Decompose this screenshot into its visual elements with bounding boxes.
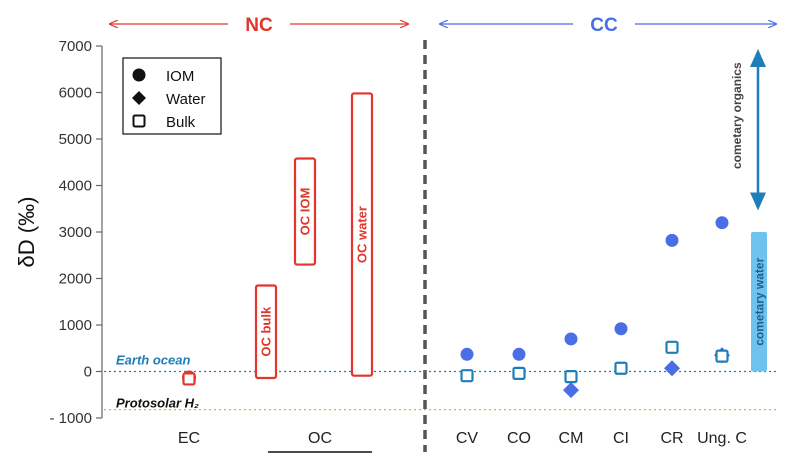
y-tick-label: 0 — [84, 364, 92, 381]
category-label: CR — [660, 430, 683, 447]
iom-point — [614, 322, 628, 336]
range-label: OC IOM — [298, 188, 313, 236]
iom-point — [564, 332, 578, 346]
legend-bulk-marker — [132, 114, 146, 128]
y-tick-label: 7000 — [59, 38, 92, 55]
iom-point — [460, 347, 474, 361]
y-axis-label: δD (‰) — [14, 197, 39, 268]
legend-iom-label: IOM — [166, 68, 194, 85]
bulk-point — [715, 349, 729, 363]
category-label: CV — [456, 430, 479, 447]
range-box — [254, 284, 278, 380]
y-ticks: 7000 6000 5000 4000 3000 2000 1000 0 - 1000 — [49, 38, 102, 427]
category-label: Ung. C — [697, 430, 747, 447]
category-labels: EC OC CV CO CM CI CR Ung. C — [178, 430, 747, 447]
group-label-nc: NC — [245, 15, 273, 36]
y-tick-label: 6000 — [59, 85, 92, 102]
iom-point — [665, 233, 679, 247]
category-label: OC — [308, 430, 332, 447]
protosolar-label: Protosolar H₂ — [116, 396, 199, 411]
legend-water-marker — [132, 91, 146, 105]
iom-point — [512, 347, 526, 361]
y-tick-label: 5000 — [59, 131, 92, 148]
bulk-point — [460, 369, 474, 383]
y-tick-label: 1000 — [59, 317, 92, 334]
legend-iom-marker — [132, 68, 146, 82]
bulk-point — [614, 361, 628, 375]
water-point — [563, 382, 579, 399]
cometary-water-bar — [751, 232, 767, 372]
group-header-cc: CC — [440, 10, 776, 38]
bulk-point — [182, 372, 196, 386]
range-label: OC water — [355, 206, 370, 263]
data-points — [182, 216, 730, 399]
oc-ranges: OC bulk OC IOM OC water — [254, 92, 374, 380]
bulk-point — [512, 366, 526, 380]
iom-point — [715, 216, 729, 230]
y-tick-label: 2000 — [59, 271, 92, 288]
legend: IOM Water Bulk — [122, 57, 222, 135]
cometary-organics-label: cometary organics — [730, 62, 744, 169]
cometary-water-label: cometary water — [753, 257, 767, 345]
category-label: CO — [507, 430, 531, 447]
group-label-cc: CC — [590, 15, 618, 36]
range-box — [350, 92, 374, 377]
y-tick-label: 3000 — [59, 224, 92, 241]
legend-water-label: Water — [166, 91, 205, 108]
group-header-nc: NC — [110, 10, 408, 38]
earth-ocean-label: Earth ocean — [116, 353, 190, 368]
range-box — [293, 157, 317, 266]
category-label: CM — [559, 430, 584, 447]
water-point — [664, 360, 680, 377]
bulk-point — [564, 370, 578, 384]
bulk-point — [665, 340, 679, 354]
y-tick-label: 4000 — [59, 178, 92, 195]
y-tick-label: - 1000 — [49, 410, 92, 427]
category-label: EC — [178, 430, 200, 447]
category-label: CI — [613, 430, 629, 447]
legend-bulk-label: Bulk — [166, 114, 196, 131]
range-label: OC bulk — [259, 306, 274, 357]
